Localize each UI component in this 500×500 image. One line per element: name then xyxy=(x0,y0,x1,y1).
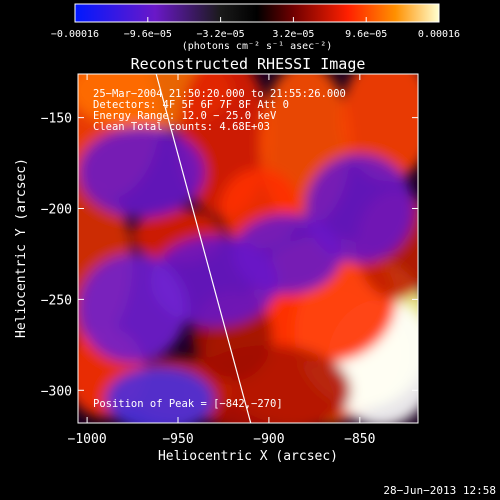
x-axis-ticks xyxy=(86,74,361,423)
colorbar-tick-label: 9.6e−05 xyxy=(345,29,387,40)
plot-frame xyxy=(77,73,419,424)
heatmap-blob xyxy=(232,213,342,294)
colorbar-tick-labels: −0.00016 −9.6e−05 −3.2e−05 3.2e−05 9.6e−05 0.… xyxy=(51,29,460,40)
y-tick-label: −300 xyxy=(41,384,72,399)
x-axis-label: Heliocentric X (arcsec) xyxy=(158,449,338,464)
x-tick-labels: −1000 −950 −900 −850 xyxy=(68,432,376,447)
y-tick-label: −150 xyxy=(41,112,72,127)
x-tick-label: −1000 xyxy=(68,432,107,447)
annotation-block: 25−Mar−2004 21:50:20.000 to 21:55:26.000… xyxy=(93,88,346,133)
y-tick-label: −200 xyxy=(41,203,72,218)
colorbar-unit-label: (photons cm⁻² s⁻¹ asec⁻²) xyxy=(182,41,333,52)
colorbar-tick-label: 0.00016 xyxy=(418,29,460,40)
annotation-line: Clean Total counts: 4.68E+03 xyxy=(93,121,270,133)
heatmap-blob xyxy=(78,126,206,218)
chart-title: Reconstructed RHESSI Image xyxy=(131,55,366,73)
heatmap-blob xyxy=(105,366,215,423)
annotation-line: Energy Range: 12.0 − 25.0 keV xyxy=(93,110,277,122)
heatmap-image xyxy=(78,74,418,423)
y-axis-label: Heliocentric Y (arcsec) xyxy=(14,158,29,338)
colorbar-tick-label: 3.2e−05 xyxy=(272,29,314,40)
peak-position-label: Position of Peak = [−842,−270] xyxy=(93,398,283,410)
colorbar-tick-label: −9.6e−05 xyxy=(124,29,172,40)
colorbar-tick-label: −0.00016 xyxy=(51,29,99,40)
colorbar-ticks xyxy=(74,17,440,22)
annotation-line: 25−Mar−2004 21:50:20.000 to 21:55:26.000 xyxy=(93,88,346,100)
x-tick-label: −850 xyxy=(344,432,375,447)
heatmap-blob xyxy=(78,253,188,364)
x-tick-label: −900 xyxy=(253,432,284,447)
colorbar-tick-label: −3.2e−05 xyxy=(197,29,245,40)
solar-limb-line xyxy=(155,74,252,423)
y-axis-ticks xyxy=(78,117,418,391)
colorbar xyxy=(74,3,440,23)
footer-timestamp: 28−Jun−2013 12:58 xyxy=(383,484,496,497)
x-tick-label: −950 xyxy=(162,432,193,447)
y-tick-labels: −150 −200 −250 −300 xyxy=(41,112,72,400)
y-tick-label: −250 xyxy=(41,293,72,308)
annotation-line: Detectors: 4F 5F 6F 7F 8F Att 0 xyxy=(93,99,289,111)
